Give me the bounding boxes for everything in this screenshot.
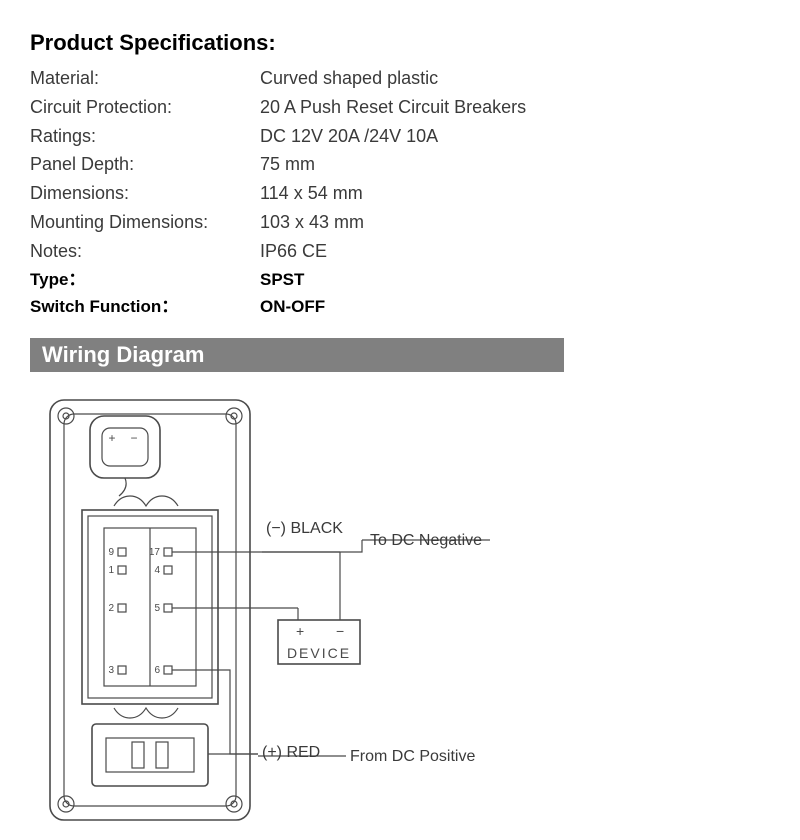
spec-value: 20 A Push Reset Circuit Breakers [260, 93, 526, 122]
svg-text:−: − [130, 431, 137, 445]
spec-row: Notes:IP66 CE [30, 237, 770, 266]
spec-value: ON-OFF [260, 293, 325, 320]
spec-row: Type：SPST [30, 266, 770, 293]
svg-text:1: 1 [108, 565, 114, 576]
spec-value: SPST [260, 266, 304, 293]
svg-text:9: 9 [108, 547, 114, 558]
wiring-diagram: + − 9 1 2 3 17 4 5 6 + − DEVICE (−) BLACK To DC Nega… [30, 390, 770, 840]
spec-label: Switch Function： [30, 293, 260, 320]
spec-value: 103 x 43 mm [260, 208, 364, 237]
pos-red-text: (+) RED [262, 744, 320, 761]
svg-text:−: − [336, 623, 344, 639]
svg-text:3: 3 [108, 665, 114, 676]
spec-row: Material:Curved shaped plastic [30, 64, 770, 93]
svg-text:DEVICE: DEVICE [287, 645, 351, 661]
spec-row: Ratings:DC 12V 20A /24V 10A [30, 122, 770, 151]
svg-text:+: + [108, 431, 115, 445]
spec-label: Type： [30, 266, 260, 293]
to-dc-neg-text: To DC Negative [370, 532, 482, 549]
neg-label: (−) BLACK [266, 520, 343, 538]
spec-value: 75 mm [260, 150, 315, 179]
svg-text:+: + [296, 623, 304, 639]
spec-value: IP66 CE [260, 237, 327, 266]
svg-text:17: 17 [149, 547, 161, 558]
spec-list: Material:Curved shaped plasticCircuit Pr… [30, 64, 770, 320]
spec-value: Curved shaped plastic [260, 64, 438, 93]
spec-label: Material: [30, 64, 260, 93]
svg-text:4: 4 [154, 565, 160, 576]
spec-label: Circuit Protection: [30, 93, 260, 122]
spec-value: DC 12V 20A /24V 10A [260, 122, 438, 151]
svg-text:2: 2 [108, 603, 114, 614]
spec-row: Circuit Protection:20 A Push Reset Circu… [30, 93, 770, 122]
spec-label: Mounting Dimensions: [30, 208, 260, 237]
spec-value: 114 x 54 mm [260, 179, 363, 208]
spec-row: Dimensions:114 x 54 mm [30, 179, 770, 208]
wiring-banner: Wiring Diagram [30, 338, 564, 372]
spec-row: Switch Function：ON-OFF [30, 293, 770, 320]
pos-label: (+) RED [262, 744, 320, 762]
from-dc-pos-text: From DC Positive [350, 748, 475, 765]
spec-label: Dimensions: [30, 179, 260, 208]
spec-row: Panel Depth:75 mm [30, 150, 770, 179]
spec-label: Ratings: [30, 122, 260, 151]
svg-text:5: 5 [154, 603, 160, 614]
spec-label: Notes: [30, 237, 260, 266]
spec-label: Panel Depth: [30, 150, 260, 179]
pos-label-2: From DC Positive [350, 748, 475, 766]
neg-black-text: (−) BLACK [266, 520, 343, 537]
page-title: Product Specifications: [30, 30, 770, 56]
svg-text:6: 6 [154, 665, 160, 676]
spec-row: Mounting Dimensions:103 x 43 mm [30, 208, 770, 237]
neg-label-2: To DC Negative [370, 532, 482, 550]
